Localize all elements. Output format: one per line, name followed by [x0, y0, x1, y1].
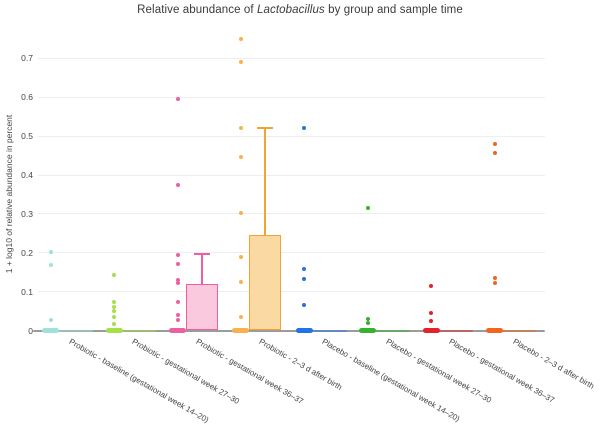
data-point	[429, 311, 434, 315]
zero-point-cluster	[486, 328, 503, 333]
data-point	[365, 316, 370, 321]
data-point	[175, 300, 180, 305]
y-tick-label: 0.1	[21, 286, 33, 297]
data-point	[302, 126, 307, 131]
chart-title-species: Lactobacillus	[257, 4, 325, 16]
data-point	[365, 320, 370, 325]
x-tick-label: Probiotic - gestational week 36–37	[194, 337, 305, 406]
data-point	[238, 254, 243, 259]
gridline	[38, 174, 545, 176]
data-point	[492, 151, 497, 156]
y-tick-label: 0.4	[21, 170, 33, 181]
box-whisker-cap	[257, 127, 274, 130]
data-point	[238, 60, 243, 65]
collapsed-box-line	[57, 329, 93, 332]
zero-point-cluster	[295, 328, 313, 333]
data-point	[429, 284, 434, 289]
gridline	[38, 96, 545, 98]
data-point	[238, 37, 243, 42]
data-point	[302, 302, 307, 307]
collapsed-box-line	[120, 329, 157, 332]
zero-point-cluster	[42, 328, 60, 333]
data-point	[48, 263, 53, 268]
y-tick-label: 0.2	[21, 247, 33, 258]
data-point	[302, 267, 307, 272]
zero-point-cluster	[422, 328, 440, 333]
collapsed-box-line	[374, 329, 410, 332]
box-plot-box	[249, 234, 282, 331]
data-point	[238, 126, 243, 131]
data-point	[238, 279, 243, 284]
chart-title-suffix: by group and sample time	[324, 4, 463, 16]
y-tick-label: 0.7	[21, 53, 33, 64]
data-point	[112, 309, 117, 314]
data-point	[429, 318, 434, 323]
collapsed-box-line	[310, 329, 347, 332]
data-point	[175, 313, 180, 318]
y-tick-label: 0	[28, 325, 33, 336]
data-point	[238, 210, 243, 215]
box-whisker-stem	[201, 254, 203, 284]
data-point	[175, 318, 180, 323]
data-point	[492, 276, 497, 281]
x-tick-label: Probiotic - baseline (gestational week 1…	[67, 337, 210, 425]
x-tick-label: Placebo - gestational week 27–30	[384, 337, 493, 405]
data-point	[112, 305, 117, 310]
y-tick-label: 0.3	[21, 208, 33, 219]
data-point	[238, 155, 243, 160]
data-point	[48, 250, 53, 255]
data-point	[492, 281, 497, 286]
gridline	[38, 252, 545, 254]
zero-point-cluster	[232, 328, 250, 333]
data-point	[175, 277, 180, 282]
x-axis-line	[33, 329, 545, 332]
gridline	[38, 213, 545, 215]
y-tick-label: 0.6	[21, 92, 33, 103]
data-point	[302, 276, 307, 281]
data-point	[175, 281, 180, 286]
data-point	[175, 182, 180, 187]
gridline	[38, 57, 545, 59]
y-tick-label: 0.5	[21, 131, 33, 142]
zero-point-cluster	[105, 328, 123, 333]
gridline	[38, 135, 545, 137]
gridline	[38, 291, 545, 293]
collapsed-box-line	[437, 329, 474, 332]
data-point	[112, 300, 117, 305]
data-point	[175, 261, 180, 266]
data-point	[48, 317, 53, 322]
data-point	[112, 314, 117, 319]
data-point	[175, 252, 180, 257]
zero-point-cluster	[169, 328, 186, 333]
data-point	[492, 141, 497, 146]
data-point	[112, 321, 117, 326]
box-plot-box	[185, 283, 218, 331]
collapsed-box-line	[500, 329, 537, 332]
data-point	[365, 206, 370, 211]
chart-title-prefix: Relative abundance of	[137, 4, 257, 16]
chart-title: Relative abundance of Lactobacillus by g…	[0, 4, 600, 16]
x-tick-label: Placebo - gestational week 36–37	[447, 337, 557, 405]
x-tick-label: Placebo - baseline (gestational week 14–…	[320, 337, 462, 424]
x-tick-label: Probiotic - gestational week 27–30	[130, 337, 242, 406]
data-point	[112, 272, 117, 277]
box-whisker-stem	[264, 128, 266, 235]
data-point	[175, 96, 180, 101]
data-point	[238, 314, 243, 319]
box-whisker-cap	[193, 253, 210, 256]
zero-point-cluster	[359, 328, 377, 333]
